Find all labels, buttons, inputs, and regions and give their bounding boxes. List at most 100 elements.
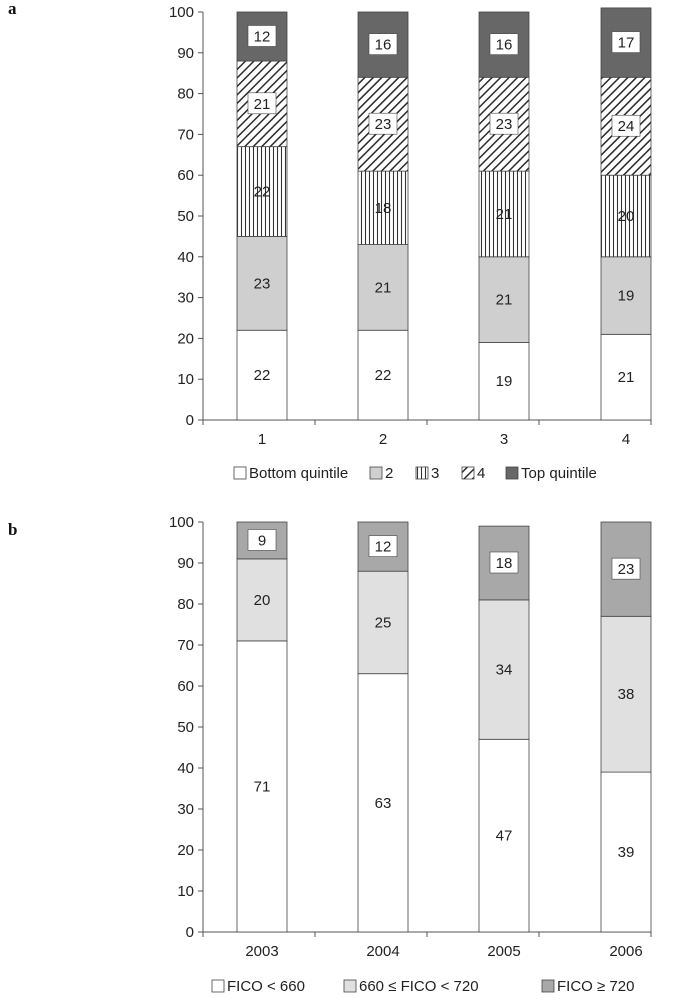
- y-tick-label: 100: [169, 514, 194, 531]
- legend-swatch: [505, 466, 519, 480]
- bar-segment: [600, 256, 652, 335]
- data-label-box: [368, 112, 398, 135]
- x-tick-label: 3: [500, 431, 508, 448]
- y-tick-label: 80: [177, 86, 194, 103]
- panel-label: a: [8, 0, 17, 18]
- data-label-box: [489, 33, 519, 55]
- x-tick-label: 2005: [487, 943, 520, 960]
- legend-swatch: [233, 466, 247, 480]
- y-tick-label: 0: [186, 924, 194, 941]
- bar-segment: [600, 771, 652, 933]
- legend-swatch: [541, 979, 555, 993]
- data-label: 34: [496, 662, 513, 679]
- data-label: 16: [496, 37, 513, 54]
- y-tick-label: 50: [177, 208, 194, 225]
- legend-label: 660 ≤ FICO < 720: [359, 978, 479, 995]
- legend-swatch: [369, 466, 383, 480]
- x-tick-label: 2004: [366, 943, 399, 960]
- data-label-box: [368, 33, 398, 55]
- x-tick-label: 1: [258, 431, 266, 448]
- data-label: 22: [254, 367, 271, 384]
- data-label-box: [368, 535, 398, 557]
- chart-panel-b: b 0 10 20 30 40 50 60 70 80 90 100 2003 2004 2005 2006 7…: [8, 514, 652, 995]
- data-label: 63: [375, 795, 392, 812]
- data-label: 39: [618, 844, 635, 861]
- y-tick-label: 10: [177, 371, 194, 388]
- data-label: 71: [254, 778, 271, 795]
- legend-swatch: [461, 466, 475, 480]
- data-label: 20: [618, 208, 635, 225]
- data-label: 21: [375, 279, 392, 296]
- y-tick-label: 60: [177, 678, 194, 695]
- data-label: 47: [496, 828, 513, 845]
- bar-segment: [478, 738, 530, 933]
- bar-segment: [478, 342, 530, 421]
- bar-segment: [357, 673, 409, 933]
- legend-label: Top quintile: [521, 465, 597, 482]
- data-label-box: [489, 112, 519, 135]
- y-tick-label: 90: [177, 555, 194, 572]
- legend-label: Bottom quintile: [249, 465, 348, 482]
- data-label: 21: [496, 206, 513, 223]
- data-label-box: [611, 557, 641, 580]
- data-label: 22: [254, 184, 271, 201]
- x-tick-label: 2003: [245, 943, 278, 960]
- data-label: 21: [496, 292, 513, 309]
- data-label: 23: [254, 275, 271, 292]
- bar-segment: [478, 599, 530, 740]
- y-tick-label: 20: [177, 842, 194, 859]
- y-tick-label: 0: [186, 412, 194, 429]
- y-tick-label: 50: [177, 719, 194, 736]
- legend-swatch: [415, 466, 429, 480]
- panel-label: b: [8, 520, 17, 539]
- data-label: 12: [375, 539, 392, 556]
- data-label: 25: [375, 614, 392, 631]
- bar-segment: [478, 525, 530, 601]
- data-label-box: [247, 92, 277, 115]
- data-label: 23: [375, 116, 392, 133]
- legend-swatch: [211, 979, 225, 993]
- y-tick-label: 90: [177, 45, 194, 62]
- data-label-box: [247, 25, 277, 47]
- data-label: 17: [618, 35, 635, 52]
- bar-segment: [357, 329, 409, 421]
- y-tick-label: 70: [177, 637, 194, 654]
- legend-label: 4: [477, 465, 485, 482]
- bar-segment: [236, 558, 288, 642]
- legend-swatch: [343, 979, 357, 993]
- y-tick-label: 80: [177, 596, 194, 613]
- y-tick-label: 40: [177, 760, 194, 777]
- data-label: 12: [254, 28, 271, 45]
- data-label: 20: [254, 592, 271, 609]
- legend-label: 2: [385, 465, 393, 482]
- y-tick-label: 70: [177, 126, 194, 143]
- y-tick-label: 100: [169, 4, 194, 21]
- data-label-box: [247, 529, 277, 551]
- data-label: 23: [618, 561, 635, 578]
- x-tick-label: 4: [622, 431, 630, 448]
- data-label-box: [611, 114, 641, 137]
- y-tick-label: 30: [177, 801, 194, 818]
- bar-segment: [600, 615, 652, 773]
- data-label-box: [611, 31, 641, 53]
- x-tick-label: 2: [379, 431, 387, 448]
- data-label: 18: [375, 200, 392, 217]
- bar-segment: [600, 333, 652, 421]
- data-label: 9: [258, 532, 266, 549]
- data-label: 23: [496, 116, 513, 133]
- data-label: 21: [618, 369, 635, 386]
- data-label: 38: [618, 686, 635, 703]
- data-label: 18: [496, 555, 513, 572]
- data-label-box: [489, 551, 519, 574]
- y-tick-label: 10: [177, 883, 194, 900]
- y-tick-label: 60: [177, 167, 194, 184]
- y-tick-label: 40: [177, 249, 194, 266]
- bar-segment: [357, 244, 409, 331]
- data-label: 19: [618, 288, 635, 305]
- bar-segment: [357, 170, 409, 245]
- bar-segment: [357, 11, 409, 78]
- data-label: 24: [618, 118, 635, 135]
- legend-label: FICO < 660: [227, 978, 305, 995]
- data-label: 22: [375, 367, 392, 384]
